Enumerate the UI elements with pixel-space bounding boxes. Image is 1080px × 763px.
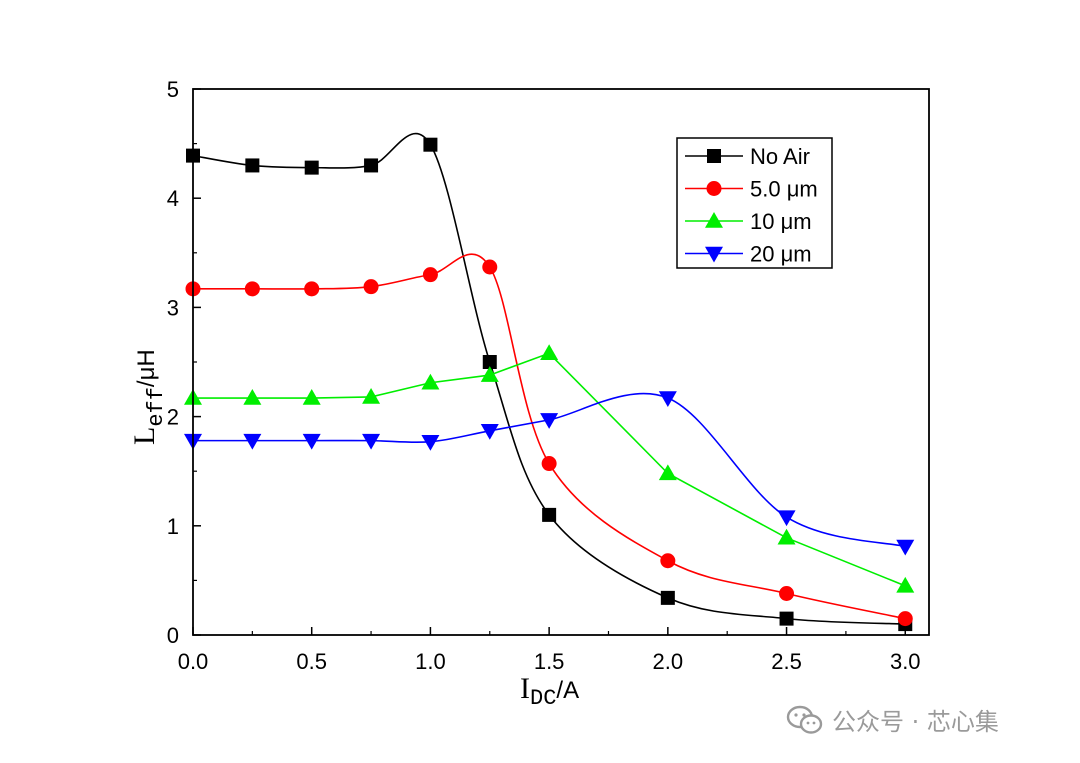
data-point <box>541 456 557 472</box>
series-layer <box>184 132 915 632</box>
legend-marker <box>706 181 722 196</box>
data-point <box>482 355 497 369</box>
x-tick-label: 2.0 <box>653 649 684 674</box>
data-point <box>658 464 677 481</box>
data-point <box>777 510 796 527</box>
data-point <box>896 539 915 556</box>
data-point <box>482 259 498 275</box>
data-point <box>362 433 381 450</box>
x-axis-title-sub: DC <box>530 686 556 711</box>
data-point <box>480 424 499 440</box>
data-point <box>364 158 379 173</box>
wechat-icon <box>786 705 823 734</box>
legend-item: No Air <box>685 144 810 169</box>
data-point <box>423 137 438 152</box>
x-tick-label: 1.5 <box>534 649 565 674</box>
svg-text:IDC/A: IDC/A <box>520 672 579 711</box>
data-point <box>363 279 379 295</box>
series-line <box>193 352 906 587</box>
y-axis-title-tail: /μH <box>133 349 160 387</box>
x-tick-label: 1.0 <box>415 649 446 674</box>
legend-label: 10 μm <box>750 209 812 234</box>
data-point <box>777 528 796 545</box>
data-point <box>779 586 795 602</box>
data-point <box>421 434 440 451</box>
x-tick-label: 0.0 <box>178 649 209 674</box>
y-axis-title-main: L <box>128 427 161 445</box>
data-point <box>540 344 559 361</box>
series-line <box>193 392 906 548</box>
x-tick-label: 0.5 <box>296 649 327 674</box>
data-point <box>243 433 262 450</box>
data-point <box>302 433 321 450</box>
legend-item: 20 μm <box>685 242 812 267</box>
y-tick-label: 2 <box>167 405 179 430</box>
y-axis-title-sub: eff <box>144 387 169 427</box>
data-point <box>480 366 499 382</box>
y-axis-title: Leff/μH <box>128 349 169 445</box>
x-tick-label: 3.0 <box>890 649 921 674</box>
data-point <box>245 158 260 173</box>
x-axis-title-tail: /A <box>556 677 579 704</box>
data-point <box>362 387 381 404</box>
data-point <box>302 389 321 405</box>
legend-marker <box>705 212 723 228</box>
watermark: 公众号 · 芯心集 <box>786 702 999 737</box>
series-circle <box>185 253 913 627</box>
data-point <box>304 160 319 175</box>
series-triangle-up <box>184 344 915 593</box>
legend-item: 5.0 μm <box>685 177 818 202</box>
series-square <box>186 132 913 632</box>
axis-layer: 0.0 0.5 1.0 1.5 2.0 2.5 3.0 0 1 2 3 4 5 <box>167 77 930 674</box>
data-point <box>304 281 320 297</box>
legend-marker <box>707 149 721 163</box>
y-tick-label: 4 <box>167 186 179 211</box>
y-tick-label: 1 <box>167 514 179 539</box>
data-point <box>421 373 440 390</box>
y-tick-label: 3 <box>167 295 179 320</box>
legend-marker <box>705 246 723 263</box>
legend: No Air 5.0 μm 10 μm 20 μm <box>676 137 833 269</box>
legend-frame <box>676 137 833 269</box>
data-point <box>542 507 557 522</box>
series-triangle-down <box>184 391 915 556</box>
watermark-text: 公众号 · 芯心集 <box>832 708 999 736</box>
series-line <box>192 253 906 620</box>
data-point <box>779 611 794 626</box>
data-point <box>658 391 677 408</box>
legend-label: No Air <box>750 144 810 169</box>
data-point <box>244 281 260 297</box>
legend-label: 20 μm <box>750 242 812 267</box>
data-point <box>897 611 913 627</box>
y-tick-label: 5 <box>167 77 179 102</box>
x-axis-title-main: I <box>520 672 530 705</box>
data-point <box>660 553 676 569</box>
data-point <box>660 590 675 605</box>
svg-text:Leff/μH: Leff/μH <box>128 349 169 445</box>
legend-label: 5.0 μm <box>750 177 818 202</box>
legend-item: 10 μm <box>685 209 812 234</box>
data-point <box>243 389 262 405</box>
data-point <box>896 576 915 593</box>
x-tick-label: 2.5 <box>771 649 802 674</box>
data-point <box>540 413 559 429</box>
y-tick-label: 0 <box>167 623 179 648</box>
x-axis-title: IDC/A <box>520 672 579 711</box>
data-point <box>422 267 438 283</box>
